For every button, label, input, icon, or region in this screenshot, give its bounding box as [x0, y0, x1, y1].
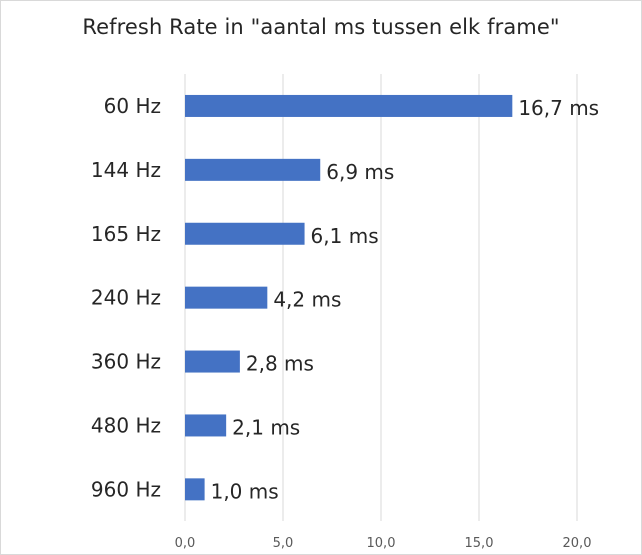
data-label: 2,1 ms: [232, 415, 300, 439]
data-label: 4,2 ms: [273, 288, 341, 312]
data-label: 2,8 ms: [246, 352, 314, 376]
bar: [185, 94, 513, 117]
bar: [185, 286, 268, 309]
x-tick-label: 0,0: [175, 536, 196, 551]
x-tick-label: 15,0: [465, 536, 494, 551]
category-label: 165 Hz: [91, 222, 161, 246]
data-label: 16,7 ms: [518, 96, 599, 120]
bar: [185, 414, 227, 437]
bar: [185, 350, 240, 373]
category-label: 144 Hz: [91, 158, 161, 182]
category-label: 240 Hz: [91, 286, 161, 310]
category-label: 360 Hz: [91, 350, 161, 374]
data-label: 6,9 ms: [326, 160, 394, 184]
category-label: 480 Hz: [91, 413, 161, 437]
bar: [185, 158, 321, 181]
x-tick-label: 20,0: [563, 536, 592, 551]
category-label: 960 Hz: [91, 477, 161, 501]
chart-title: Refresh Rate in "aantal ms tussen elk fr…: [82, 15, 560, 39]
x-tick-label: 5,0: [273, 536, 294, 551]
category-label: 60 Hz: [104, 94, 161, 118]
data-label: 6,1 ms: [311, 224, 379, 248]
data-label: 1,0 ms: [211, 479, 279, 503]
bar: [185, 478, 205, 501]
x-tick-label: 10,0: [367, 536, 396, 551]
bar: [185, 222, 305, 245]
